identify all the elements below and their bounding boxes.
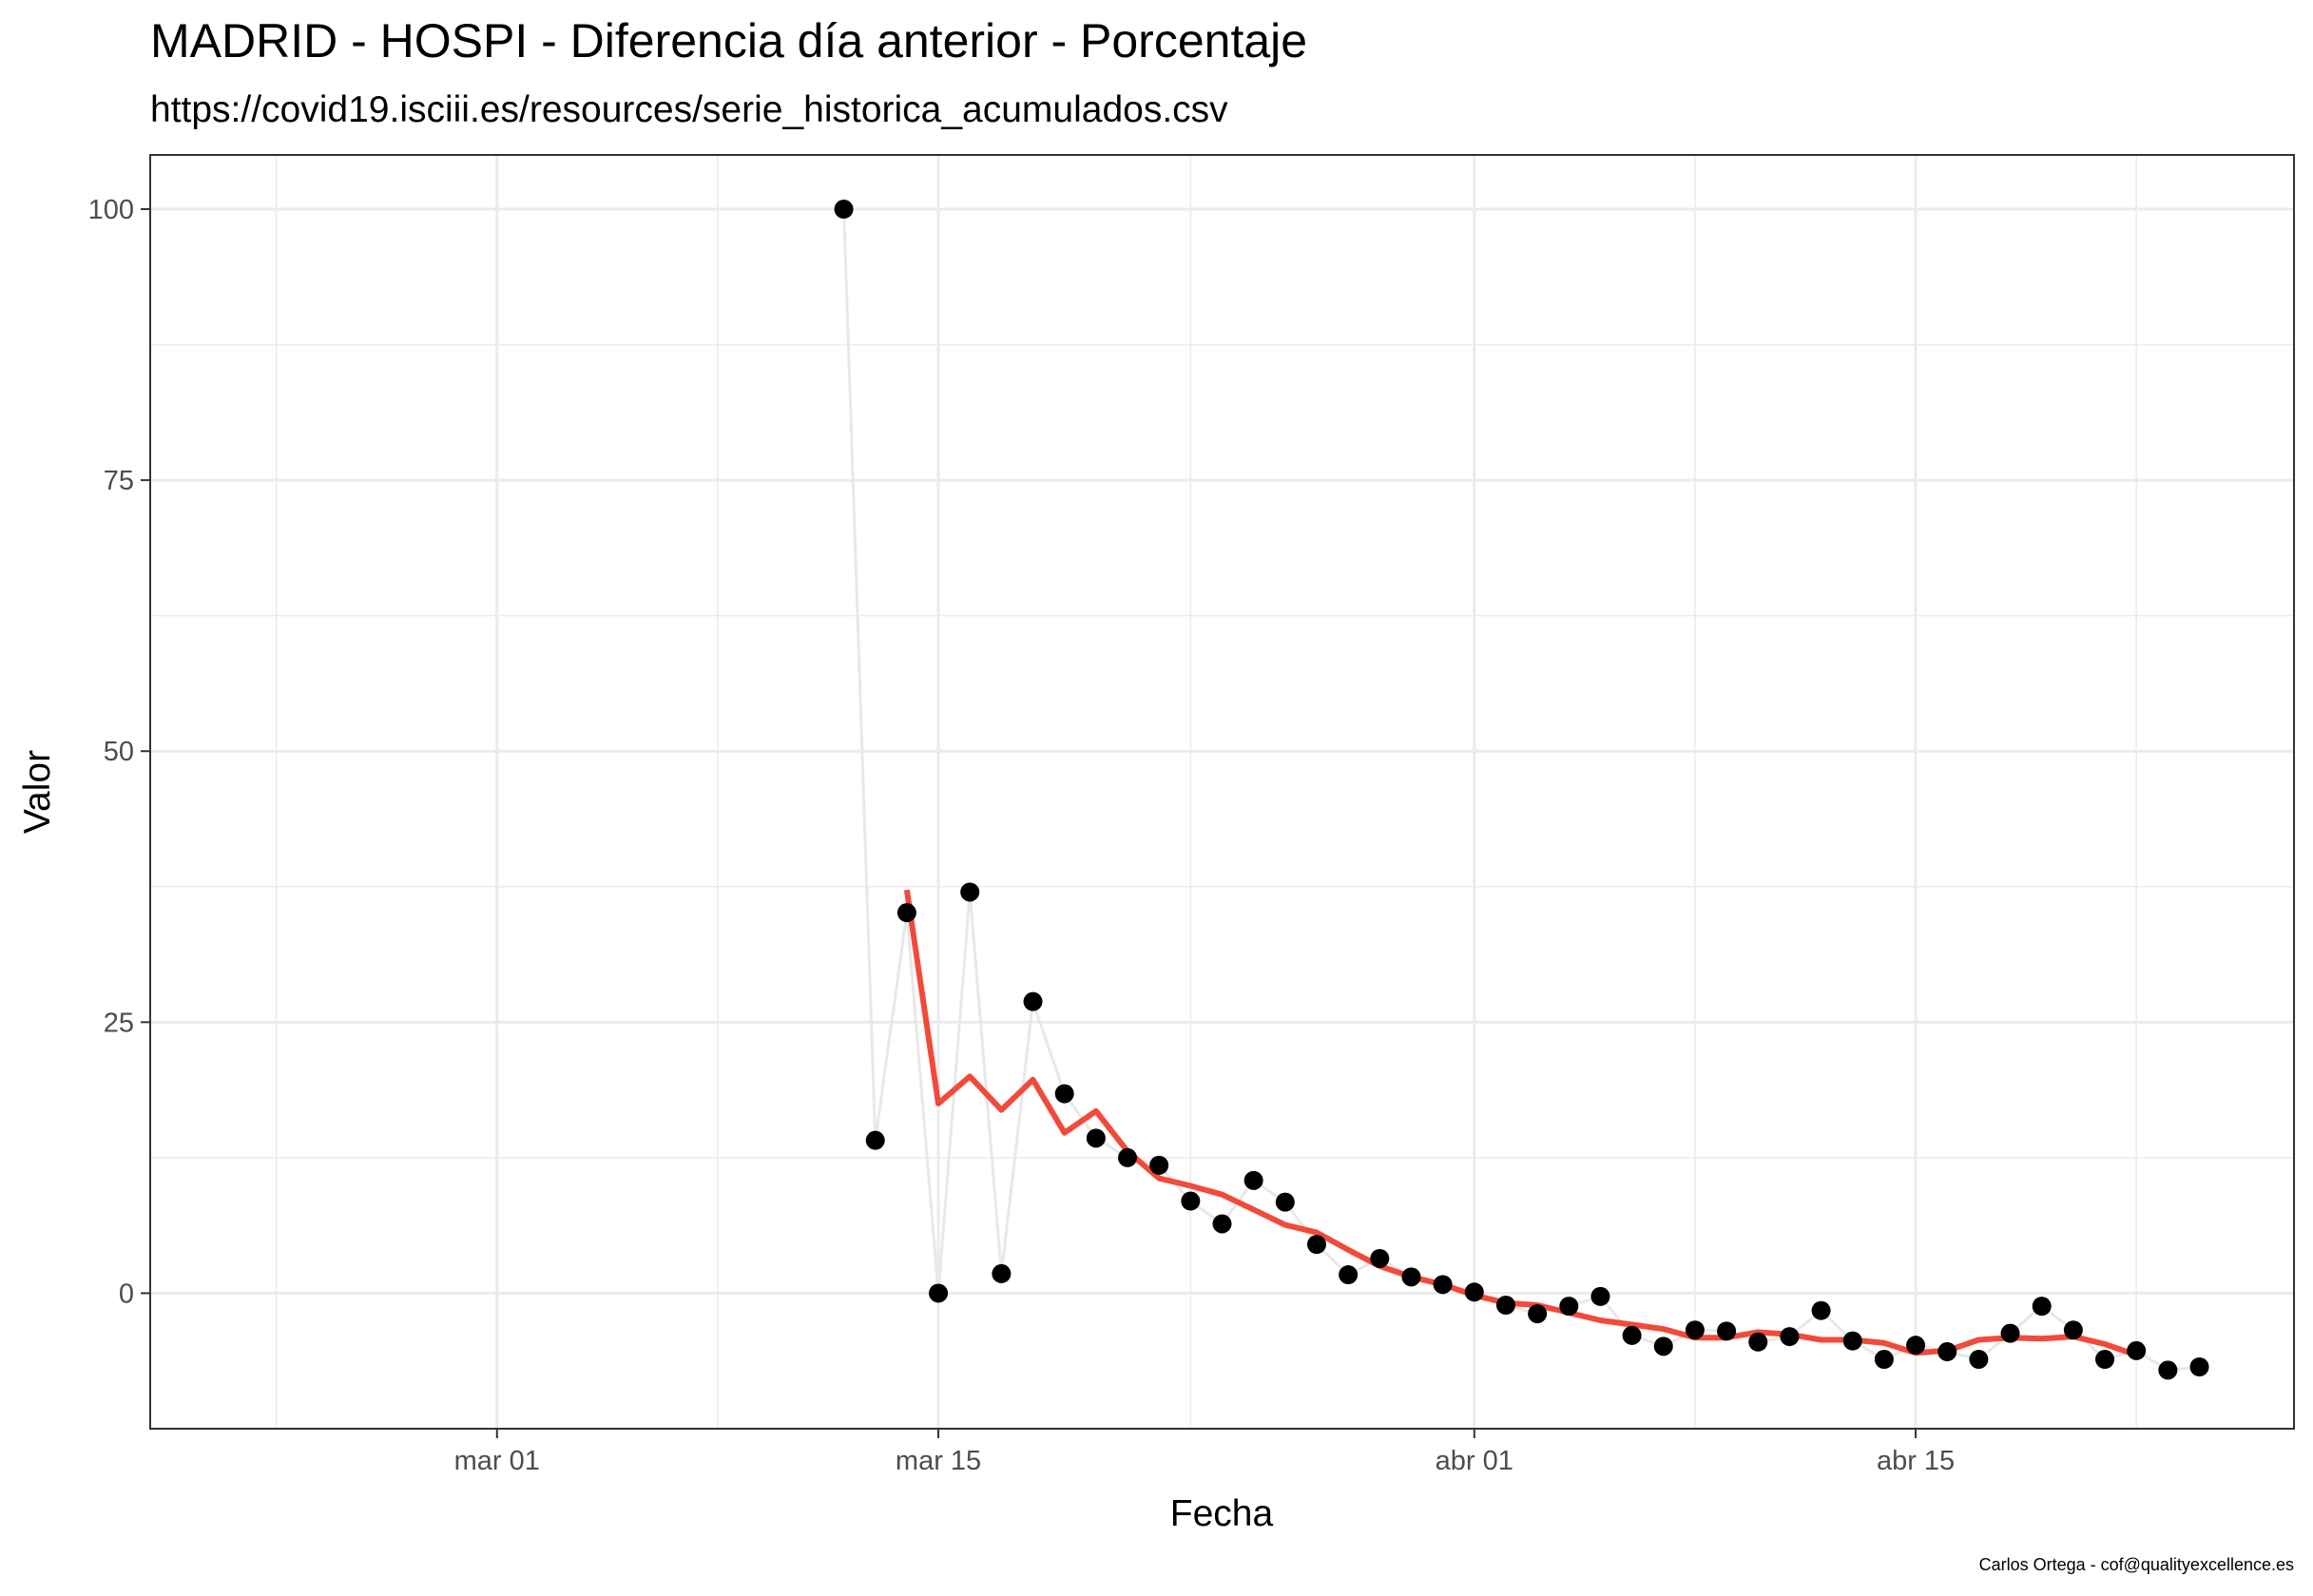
chart-caption: Carlos Ortega - cof@qualityexcellence.es [1979,1555,2294,1574]
data-point [1243,1170,1263,1190]
data-point [1842,1331,1862,1351]
grid-minor [150,155,2294,1430]
chart-subtitle: https://covid19.isciii.es/resources/seri… [150,89,1228,130]
data-point [1495,1295,1515,1315]
connector-line [842,208,2200,1372]
smooth-layer [903,889,2138,1358]
x-tick-label: abr 15 [1877,1446,1955,1476]
grid-major [150,155,2294,1429]
x-tick-label: abr 01 [1436,1446,1513,1476]
data-point [1464,1282,1484,1302]
data-point [1811,1300,1831,1320]
y-tick-label: 0 [119,1279,134,1309]
x-tick-label: mar 15 [896,1446,981,1476]
y-tick-label: 25 [104,1008,134,1038]
y-tick-label: 100 [88,195,134,225]
x-axis-ticks: mar 01 mar 15 abr 01 abr 15 [454,1429,1955,1476]
data-point [1528,1304,1548,1324]
data-point [1780,1327,1800,1347]
data-point [1401,1267,1421,1287]
data-point [1906,1336,1926,1356]
data-point [1685,1320,1705,1340]
data-point [865,1130,885,1150]
data-point [1275,1192,1295,1212]
data-point [960,882,980,902]
points-layer [834,200,2209,1380]
data-point [2158,1360,2178,1380]
data-point [1559,1297,1579,1317]
data-point [1590,1286,1610,1306]
data-point [1306,1235,1326,1255]
data-point [1653,1336,1673,1356]
data-point [992,1263,1012,1283]
panel-border [149,154,2295,1430]
data-point [2032,1297,2052,1317]
data-point [1181,1191,1201,1211]
data-point [1023,991,1043,1011]
x-axis-title: Fecha [1170,1493,1274,1534]
data-point [1874,1350,1894,1370]
data-point [1054,1084,1074,1104]
chart-title: MADRID - HOSPI - Diferencia día anterior… [150,14,1307,67]
data-point [1433,1275,1453,1295]
data-point [1969,1350,1989,1370]
y-axis-ticks: 0 25 50 75 100 [88,195,150,1309]
y-axis-title: Valor [17,750,58,834]
data-point [834,200,854,220]
data-point [2189,1356,2209,1376]
data-point [1937,1342,1957,1362]
data-point [2095,1350,2115,1370]
data-point [1370,1248,1390,1268]
data-point [2063,1320,2083,1340]
data-point [1717,1321,1737,1341]
data-point [1748,1332,1768,1352]
x-tick-label: mar 01 [454,1446,540,1476]
data-point [1212,1214,1232,1234]
data-point [896,903,916,923]
data-point [1622,1325,1642,1345]
data-point [2000,1323,2020,1343]
data-point [1149,1155,1169,1175]
data-point [1118,1147,1138,1167]
data-point [1339,1265,1359,1285]
data-point [2127,1340,2147,1360]
data-point [1086,1128,1106,1148]
smoothed-line [903,889,2138,1358]
data-point [929,1283,949,1303]
y-tick-label: 50 [104,737,134,767]
y-tick-label: 75 [104,466,134,496]
connector-layer [842,208,2200,1372]
